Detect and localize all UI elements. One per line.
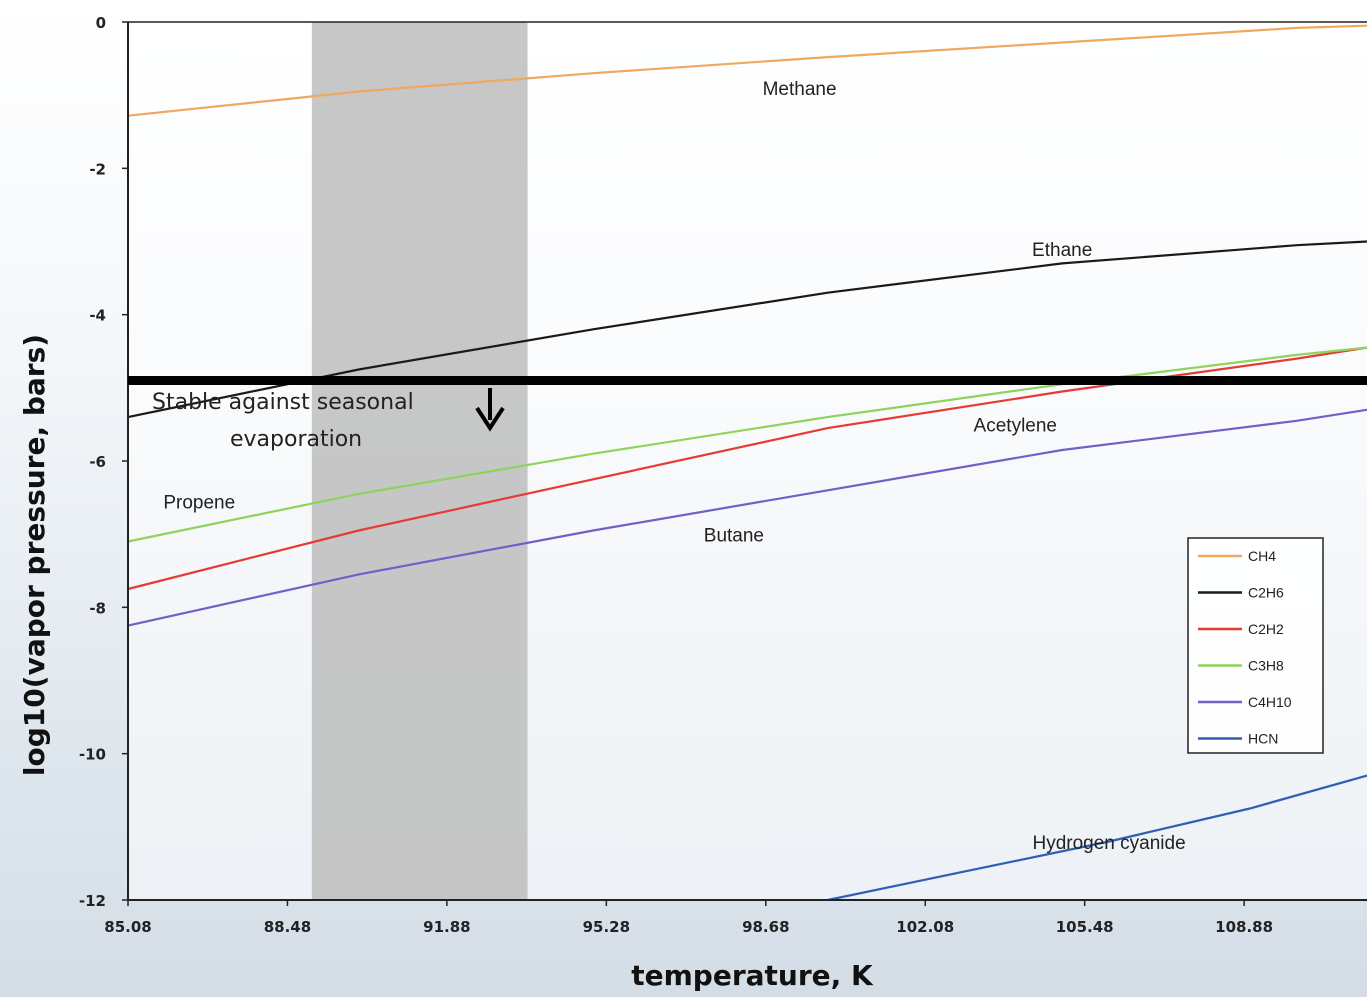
series-line-ch4 xyxy=(127,24,1367,117)
series-line-c2h2 xyxy=(127,346,1367,591)
x-tick-label: 95.28 xyxy=(583,918,630,936)
series-label-c3h8: Propene xyxy=(163,493,235,514)
legend-label-c3h8: C3H8 xyxy=(1248,658,1284,674)
legend-items: CH4 C2H6 C2H2 C3H8 C4H10 HCN xyxy=(1198,548,1292,747)
legend-label-c2h6: C2H6 xyxy=(1248,585,1284,601)
legend-label-ch4: CH4 xyxy=(1248,548,1276,564)
x-tick-label: 102.08 xyxy=(896,918,954,936)
series-line-c3h8 xyxy=(127,346,1367,543)
x-tick-label: 91.88 xyxy=(423,918,470,936)
x-tick-label: 85.08 xyxy=(104,918,151,936)
series-line-hcn xyxy=(827,774,1367,902)
x-tick-label: 108.88 xyxy=(1215,918,1273,936)
arrow-head-icon xyxy=(475,406,505,432)
series-label-c4h10: Butane xyxy=(704,525,764,546)
shaded-temperature-band xyxy=(311,22,528,900)
y-tick-label: 0 xyxy=(96,14,106,32)
y-tick-label: -12 xyxy=(79,892,106,910)
legend-label-c4h10: C4H10 xyxy=(1248,694,1292,710)
stable-note-line1: Stable against seasonal xyxy=(152,390,414,415)
stable-note-line2: evaporation xyxy=(230,427,362,452)
x-tick-label: 88.48 xyxy=(264,918,311,936)
series-label-c2h6: Ethane xyxy=(1032,240,1092,261)
x-axis-title: temperature, K xyxy=(631,959,874,992)
stability-arrow xyxy=(475,388,505,432)
y-axis-title: log10(vapor pressure, bars) xyxy=(18,334,51,776)
y-tick-label: -6 xyxy=(89,453,106,471)
series-label-ch4: Methane xyxy=(763,79,837,100)
series-line-c4h10 xyxy=(127,408,1367,627)
legend-box xyxy=(1187,537,1324,754)
series-line-c2h6 xyxy=(127,240,1367,419)
series-lines xyxy=(127,24,1367,902)
series-labels: Methane Ethane Acetylene Propene Butane Hydro… xyxy=(163,79,1185,854)
x-tick-label: 98.68 xyxy=(742,918,789,936)
series-label-hcn: Hydrogen cyanide xyxy=(1032,833,1185,854)
legend: CH4 C2H6 C2H2 C3H8 C4H10 HCN xyxy=(1187,537,1324,754)
legend-label-hcn: HCN xyxy=(1248,731,1278,747)
x-tick-labels: 85.08 88.48 91.88 95.28 98.68 102.08 105.48 108… xyxy=(104,900,1273,936)
y-tick-labels: 0 -2 -4 -6 -8 -10 -12 xyxy=(79,14,128,910)
y-tick-label: -4 xyxy=(89,307,106,325)
series-label-c2h2: Acetylene xyxy=(974,416,1057,437)
x-tick-label: 105.48 xyxy=(1056,918,1114,936)
y-tick-label: -8 xyxy=(89,599,106,617)
legend-label-c2h2: C2H2 xyxy=(1248,621,1284,637)
y-tick-label: -10 xyxy=(79,746,106,764)
y-tick-label: -2 xyxy=(89,160,106,178)
